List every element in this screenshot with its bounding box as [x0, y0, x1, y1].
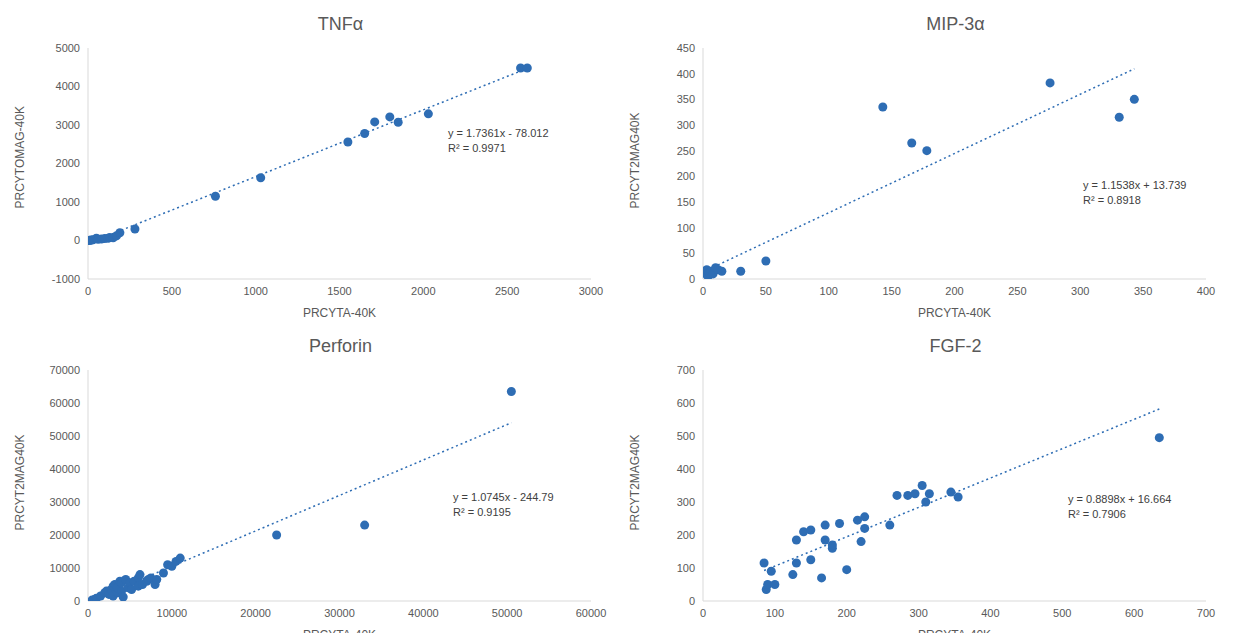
svg-text:PRCYTA-40K: PRCYTA-40K [303, 306, 376, 320]
html-text:y = 1.0745x - 244.79: y = 1.0745x - 244.79 [453, 491, 554, 503]
svg-text:150: 150 [882, 285, 900, 297]
svg-text:3000: 3000 [579, 285, 603, 297]
svg-text:0: 0 [74, 595, 80, 607]
svg-text:100: 100 [677, 562, 695, 574]
svg-text:400: 400 [1197, 285, 1215, 297]
svg-text:100: 100 [766, 607, 784, 619]
svg-text:300: 300 [909, 607, 927, 619]
svg-text:3000: 3000 [56, 119, 80, 131]
html-text:Perforin: Perforin [309, 336, 372, 356]
svg-text:PRCYTA-40K: PRCYTA-40K [918, 306, 991, 320]
svg-text:60000: 60000 [576, 607, 607, 619]
svg-text:450: 450 [677, 42, 695, 54]
svg-text:30000: 30000 [49, 496, 80, 508]
svg-text:40000: 40000 [49, 463, 80, 475]
svg-text:PRCYTOMAG-40K: PRCYTOMAG-40K [13, 106, 27, 208]
svg-text:200: 200 [945, 285, 963, 297]
svg-text:350: 350 [1134, 285, 1152, 297]
svg-text:60000: 60000 [49, 397, 80, 409]
svg-text:-1000: -1000 [52, 273, 80, 285]
svg-text:2500: 2500 [495, 285, 519, 297]
html-text:R² = 0.9971: R² = 0.9971 [448, 142, 506, 154]
svg-text:0: 0 [74, 234, 80, 246]
svg-text:PRCYTA-40K: PRCYTA-40K [918, 628, 991, 633]
svg-text:PRCYT2MAG40K: PRCYT2MAG40K [13, 434, 27, 530]
svg-text:1000: 1000 [56, 196, 80, 208]
svg-text:0: 0 [85, 285, 91, 297]
svg-text:10000: 10000 [157, 607, 188, 619]
svg-text:50: 50 [683, 247, 695, 259]
html-text:R² = 0.9195: R² = 0.9195 [453, 506, 511, 518]
svg-text:2000: 2000 [56, 157, 80, 169]
svg-text:20000: 20000 [49, 529, 80, 541]
svg-text:500: 500 [677, 430, 695, 442]
svg-text:250: 250 [677, 145, 695, 157]
html-text:FGF-2: FGF-2 [929, 336, 982, 356]
svg-text:PRCYT2MAG40K: PRCYT2MAG40K [628, 112, 642, 208]
svg-text:200: 200 [838, 607, 856, 619]
svg-text:400: 400 [981, 607, 999, 619]
svg-text:250: 250 [1008, 285, 1026, 297]
html-text:R² = 0.7906: R² = 0.7906 [1068, 508, 1126, 520]
svg-text:0: 0 [700, 285, 706, 297]
svg-text:600: 600 [1125, 607, 1143, 619]
svg-text:150: 150 [677, 196, 695, 208]
html-text:R² = 0.8918: R² = 0.8918 [1083, 194, 1141, 206]
svg-text:70000: 70000 [49, 364, 80, 376]
html-text:TNFα: TNFα [317, 14, 364, 34]
svg-text:700: 700 [1197, 607, 1215, 619]
svg-text:5000: 5000 [56, 42, 80, 54]
svg-text:300: 300 [677, 496, 695, 508]
svg-text:300: 300 [1071, 285, 1089, 297]
svg-text:300: 300 [677, 119, 695, 131]
svg-text:400: 400 [677, 68, 695, 80]
svg-text:600: 600 [677, 397, 695, 409]
svg-text:500: 500 [1053, 607, 1071, 619]
svg-text:0: 0 [700, 607, 706, 619]
svg-text:200: 200 [677, 170, 695, 182]
svg-text:700: 700 [677, 364, 695, 376]
svg-text:0: 0 [85, 607, 91, 619]
html-text:MIP-3α: MIP-3α [926, 14, 985, 34]
html-text:y = 0.8898x + 16.664: y = 0.8898x + 16.664 [1068, 493, 1172, 505]
svg-text:PRCYTA-40K: PRCYTA-40K [303, 628, 376, 633]
svg-text:10000: 10000 [49, 562, 80, 574]
svg-text:500: 500 [163, 285, 181, 297]
svg-text:4000: 4000 [56, 80, 80, 92]
svg-text:50: 50 [760, 285, 772, 297]
svg-text:PRCYT2MAG40K: PRCYT2MAG40K [628, 434, 642, 530]
svg-text:50000: 50000 [49, 430, 80, 442]
svg-text:400: 400 [677, 463, 695, 475]
svg-text:100: 100 [820, 285, 838, 297]
svg-text:2000: 2000 [411, 285, 435, 297]
svg-text:50000: 50000 [492, 607, 523, 619]
svg-text:0: 0 [689, 595, 695, 607]
html-text:y = 1.7361x - 78.012: y = 1.7361x - 78.012 [448, 127, 549, 139]
svg-text:200: 200 [677, 529, 695, 541]
svg-text:350: 350 [677, 93, 695, 105]
svg-text:1500: 1500 [327, 285, 351, 297]
svg-text:0: 0 [689, 273, 695, 285]
svg-text:100: 100 [677, 222, 695, 234]
svg-text:40000: 40000 [408, 607, 439, 619]
html-text:y = 1.1538x + 13.739: y = 1.1538x + 13.739 [1083, 179, 1187, 191]
svg-text:1000: 1000 [243, 285, 267, 297]
svg-text:20000: 20000 [240, 607, 271, 619]
svg-text:30000: 30000 [324, 607, 355, 619]
